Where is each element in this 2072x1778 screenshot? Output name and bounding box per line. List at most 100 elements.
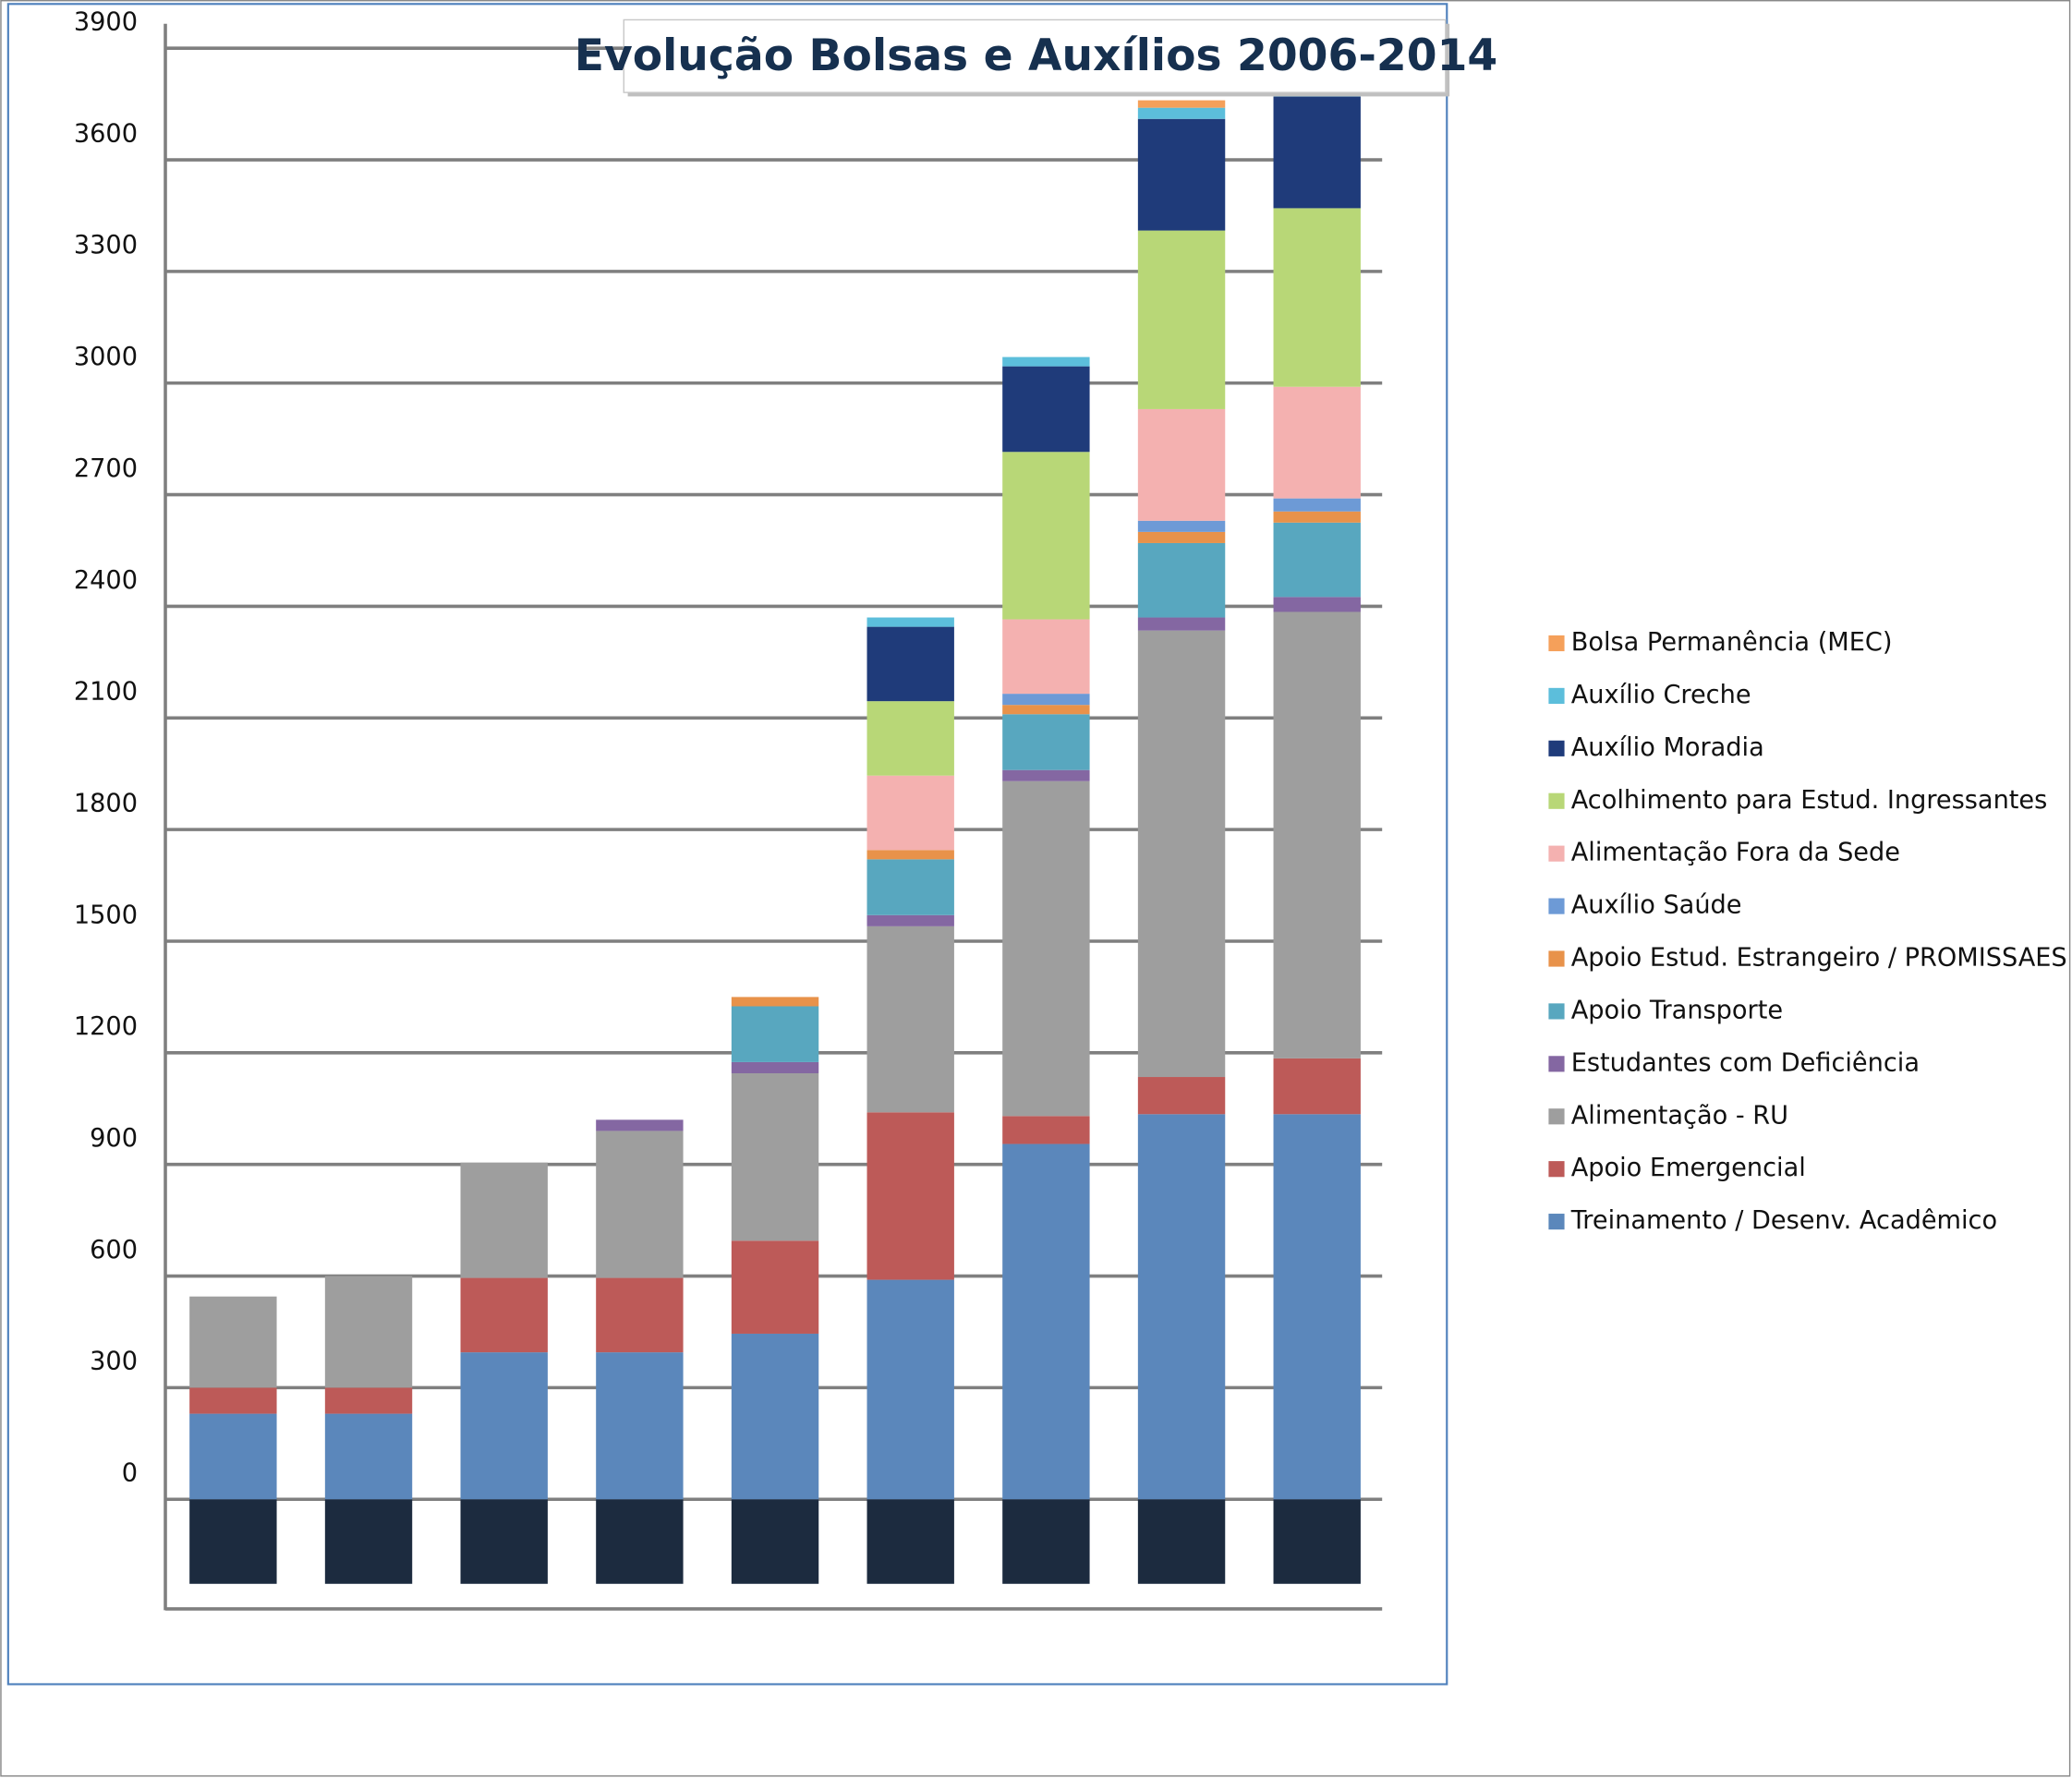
bar-segment [731,997,819,1007]
bar-segment [1002,1143,1090,1500]
bar-segment [1273,511,1361,523]
bar-segment [1137,531,1226,543]
legend-swatch [1548,635,1565,652]
bar-segment [1273,522,1361,598]
bar-segment [1002,452,1090,620]
bar-segment [1273,498,1361,512]
legend-label: Alimentação Fora da Sede [1571,839,1900,867]
y-tick-label: 900 [90,1124,138,1153]
legend-label: Alimentação - RU [1571,1101,1788,1130]
bar-segment [1002,714,1090,770]
legend-label: Auxílio Saúde [1571,891,1742,920]
bar-segment [866,701,954,776]
category-label-box [1002,1499,1090,1584]
bar-segment [731,1006,819,1062]
legend-swatch [1548,898,1565,914]
legend-swatch [1548,845,1565,862]
legend-label: Acolhimento para Estud. Ingressantes [1571,786,2048,815]
y-tick-label: 300 [90,1348,138,1376]
bar-segment [866,914,954,926]
legend-label: Bolsa Permanência (MEC) [1571,628,1893,657]
bar-segment [596,1277,684,1353]
bar-segment [596,1119,684,1131]
category-label-box [1137,1499,1226,1584]
legend-label: Apoio Transporte [1571,996,1783,1024]
bar-segment [1137,542,1226,618]
bar-segment [1273,386,1361,499]
bar-segment [460,1352,548,1500]
category-label-box [731,1499,819,1584]
bar-segment [324,1276,413,1388]
bar-segment [1137,100,1226,108]
bar-segment [866,850,954,860]
y-tick-label: 0 [122,1459,138,1488]
plot-frame [6,3,1448,1686]
bar-segment [189,1413,277,1500]
bar-segment [1137,118,1226,231]
category-label-box [866,1499,954,1584]
bar-segment [1273,96,1361,209]
bar-segment [1273,611,1361,1058]
title-box [623,18,1447,93]
bar-segment [1137,107,1226,119]
y-tick-label: 1200 [74,1012,138,1041]
legend-swatch [1548,1108,1565,1125]
category-label-box [596,1499,684,1584]
legend-swatch [1548,1003,1565,1020]
bar-segment [731,1333,819,1500]
legend-swatch [1548,1161,1565,1178]
bar-segment [866,775,954,851]
bar-segment [731,1072,819,1241]
y-tick-label: 1800 [74,789,138,817]
bar-segment [1137,617,1226,631]
bar-segment [866,1279,954,1500]
bar-segment [866,925,954,1113]
bar-segment [1137,230,1226,409]
category-label-box [324,1499,413,1584]
legend-label: Apoio Emergencial [1571,1154,1806,1182]
y-tick-label: 3300 [74,231,138,260]
category-label-box [1273,1499,1361,1584]
y-tick-label: 1500 [74,901,138,929]
legend-swatch [1548,1056,1565,1072]
bar-segment [1002,357,1090,367]
bar-segment [866,626,954,702]
bar-segment [596,1131,684,1278]
legend-swatch [1548,950,1565,967]
bar-segment [1002,1116,1090,1144]
bar-segment [1002,705,1090,715]
bar-segment [596,1352,684,1500]
bar-segment [1002,769,1090,781]
bar-segment [731,1240,819,1334]
bar-segment [460,1277,548,1353]
bar-segment [1002,780,1090,1117]
bar-segment [1137,630,1226,1078]
legend-label: Auxílio Moradia [1571,733,1764,762]
legend-swatch [1548,740,1565,756]
category-label-box [189,1499,277,1584]
legend: Treinamento / Desenv. Acadêmico Apoio Eme… [1548,628,2067,1235]
y-tick-label: 2400 [74,566,138,595]
bar-segment [1273,208,1361,387]
bar-segment [189,1296,277,1388]
legend-label: Auxílio Creche [1571,681,1751,709]
bar-segment [189,1387,277,1414]
bar-segment [731,1061,819,1073]
bar-segment [1137,1077,1226,1115]
bar-segment [324,1413,413,1500]
bar-segment [1137,1114,1226,1500]
bar-segment [1273,1114,1361,1500]
y-tick-label: 2700 [74,454,138,483]
bar-segment [866,859,954,915]
legend-swatch [1548,1214,1565,1230]
bar-segment [1273,597,1361,612]
bar-segment [866,617,954,627]
legend-label: Estudantes com Deficiência [1571,1048,1920,1077]
legend-swatch [1548,687,1565,704]
bar-segment [1137,408,1226,521]
bar-segment [1002,366,1090,453]
chart-title: Evolução Bolsas e Auxílios 2006-2014 [575,30,1498,81]
bar-segment [866,1112,954,1280]
